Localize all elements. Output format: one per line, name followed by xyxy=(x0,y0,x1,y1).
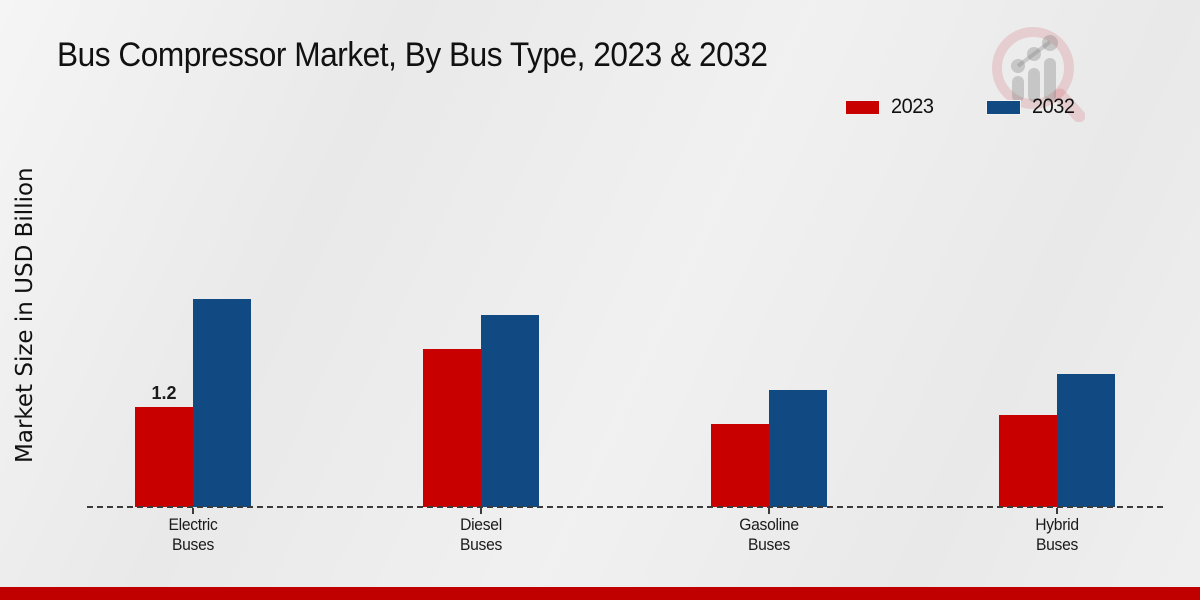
category-label-hybrid-buses: Hybrid Buses xyxy=(1035,515,1079,554)
bar-2032-hybrid-buses xyxy=(1057,374,1115,507)
legend-swatch-2023 xyxy=(845,99,880,115)
bar-2032-diesel-buses xyxy=(481,315,539,507)
x-axis-baseline xyxy=(87,506,1163,508)
bar-2023-gasoline-buses xyxy=(711,424,769,507)
legend-swatch-2032 xyxy=(985,99,1021,115)
category-label-diesel-buses: Diesel Buses xyxy=(459,515,503,554)
legend-item-2032: 2032 xyxy=(985,95,1077,119)
bar-2023-electric-buses xyxy=(135,407,193,507)
legend: 2023 2032 xyxy=(845,95,1076,119)
chart-title: Bus Compressor Market, By Bus Type, 2023… xyxy=(57,36,768,74)
axis-tick-electric-buses xyxy=(192,508,194,514)
magnifier-bar-chart-logo-icon xyxy=(992,27,1085,122)
bar-2023-diesel-buses xyxy=(423,349,481,507)
bottom-red-band xyxy=(0,587,1200,600)
data-label-2023-electric-buses: 1.2 xyxy=(151,383,177,404)
legend-label-2032: 2032 xyxy=(1031,95,1075,118)
category-label-electric-buses: Electric Buses xyxy=(168,515,218,554)
legend-item-2023: 2023 xyxy=(845,95,936,119)
legend-label-2023: 2023 xyxy=(891,95,934,118)
bar-2032-gasoline-buses xyxy=(769,390,827,507)
axis-tick-hybrid-buses xyxy=(1056,508,1058,514)
axis-tick-gasoline-buses xyxy=(768,508,770,514)
bar-2032-electric-buses xyxy=(193,299,251,507)
axis-tick-diesel-buses xyxy=(480,508,482,514)
bar-2023-hybrid-buses xyxy=(999,415,1057,507)
category-label-gasoline-buses: Gasoline Buses xyxy=(739,515,799,554)
